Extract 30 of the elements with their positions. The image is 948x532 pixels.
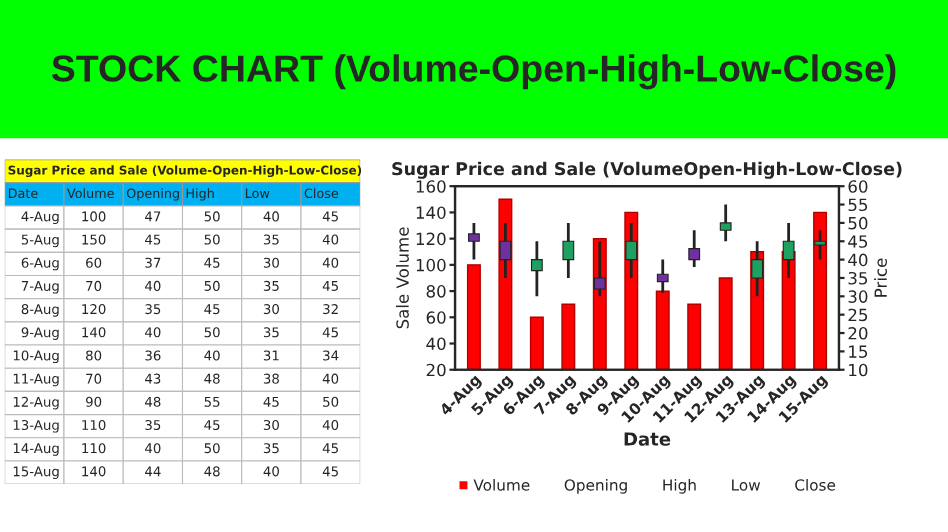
candlestick <box>468 221 480 262</box>
y2-tick-label: 35 <box>848 271 868 285</box>
y2-tick-label: 15 <box>849 345 868 358</box>
y-tick-label: 40 <box>426 337 446 351</box>
y2-tick-label: 60 <box>848 180 868 193</box>
y2-tick-label: 45 <box>848 235 868 248</box>
y-tick-label: 20 <box>426 363 446 377</box>
candlestick <box>688 228 701 269</box>
x-axis-title: Date <box>624 432 671 446</box>
y2-tick-label: 30 <box>848 290 868 303</box>
y-tick-label: 160 <box>416 180 446 193</box>
y-tick-label: 60 <box>426 311 446 324</box>
candlestick <box>562 221 575 280</box>
y2-tick-label: 50 <box>848 216 868 230</box>
y-tick-label: 80 <box>426 285 446 298</box>
candlestick <box>814 228 827 262</box>
candlestick <box>719 203 732 243</box>
y-tick-label: 100 <box>416 258 446 272</box>
y-tick-label: 120 <box>416 232 446 246</box>
chart-title: STOCK CHART (Volume-Open-High-Low-Close) <box>51 54 896 90</box>
y-axis-title: Sale Volume <box>395 227 409 329</box>
y2-tick-label: 10 <box>849 363 868 377</box>
y-tick-label: 140 <box>416 206 446 219</box>
y2-tick-label: 25 <box>848 308 868 322</box>
y2-tick-label: 40 <box>848 253 868 267</box>
y2-tick-label: 55 <box>848 198 868 212</box>
y2-axis-title: Price <box>874 258 887 297</box>
candlestick <box>530 239 543 298</box>
y2-tick-label: 20 <box>848 326 868 340</box>
chart-subtitle: Sugar Price and Sale (VolumeOpen-High-Low-Close) <box>392 161 902 179</box>
